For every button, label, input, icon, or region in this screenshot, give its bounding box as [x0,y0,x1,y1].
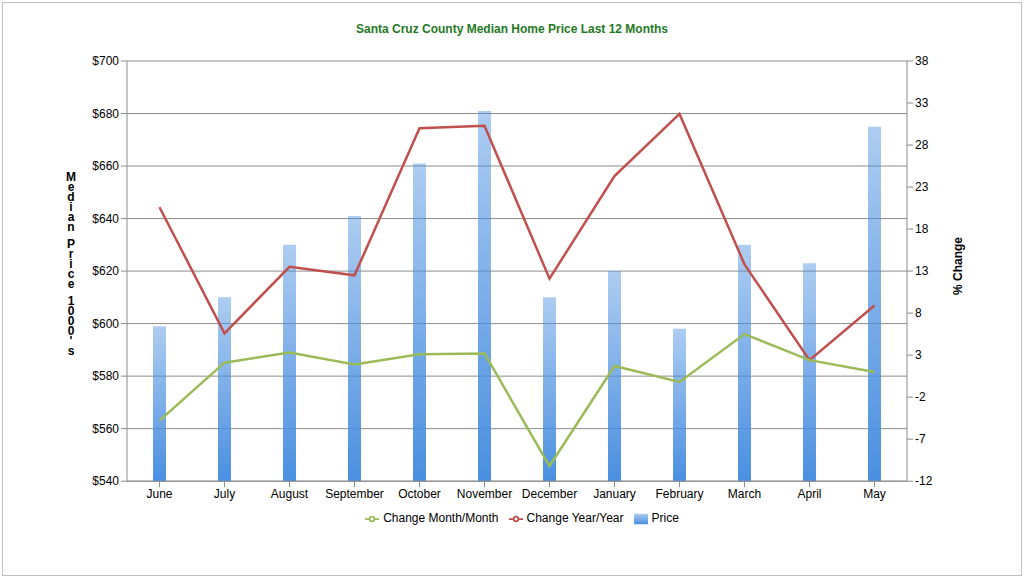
svg-text:June: June [146,487,172,501]
html-text:M: M [66,170,76,184]
html-text:0: 0 [67,314,75,328]
svg-text:3: 3 [915,348,922,362]
svg-text:May: May [863,487,886,501]
html-text:a: a [67,210,75,224]
svg-text:October: October [398,487,441,501]
html-text:s: s [67,344,75,358]
svg-text:33: 33 [915,96,929,110]
svg-text:July: July [214,487,235,501]
svg-text:28: 28 [915,138,929,152]
svg-text:$660: $660 [92,159,119,173]
svg-text:December: December [522,487,577,501]
svg-text:38: 38 [915,54,929,68]
svg-text:November: November [457,487,512,501]
html-text:e: e [67,277,75,291]
svg-text:February: February [655,487,703,501]
svg-text:13: 13 [915,264,929,278]
html-text:% Change: % Change [951,237,965,295]
svg-text:-7: -7 [915,432,926,446]
html-text:1: 1 [67,294,75,308]
html-text:0: 0 [67,324,75,338]
svg-text:$640: $640 [92,212,119,226]
html-text:n: n [67,220,75,234]
html-text:c: c [67,267,75,281]
html-text:i: i [69,200,73,214]
svg-text:18: 18 [915,222,929,236]
html-text:d: d [67,190,75,204]
html-text:Santa Cruz County Median Home: Santa Cruz County Median Home Price Last… [356,22,668,36]
svg-text:$620: $620 [92,264,119,278]
svg-text:January: January [593,487,636,501]
svg-text:April: April [797,487,821,501]
svg-text:-12: -12 [915,474,933,488]
svg-text:$700: $700 [92,54,119,68]
svg-text:September: September [325,487,384,501]
html-text:e: e [67,180,75,194]
svg-text:-2: -2 [915,390,926,404]
html-text:Price: Price [651,511,679,526]
svg-text:23: 23 [915,180,929,194]
svg-text:$680: $680 [92,107,119,121]
svg-text:March: March [728,487,761,501]
html-text:0: 0 [67,304,75,318]
html-text:Change Year/Year: Change Year/Year [526,511,624,526]
svg-text:$580: $580 [92,369,119,383]
html-text:r: r [68,247,74,261]
html-text:i: i [69,257,73,271]
svg-text:August: August [271,487,309,501]
html-text:P: P [67,237,75,251]
svg-text:8: 8 [915,306,922,320]
html-text:Change Month/Month: Change Month/Month [383,511,499,526]
svg-text:$540: $540 [92,474,119,488]
svg-text:$600: $600 [92,317,119,331]
svg-text:$560: $560 [92,422,119,436]
